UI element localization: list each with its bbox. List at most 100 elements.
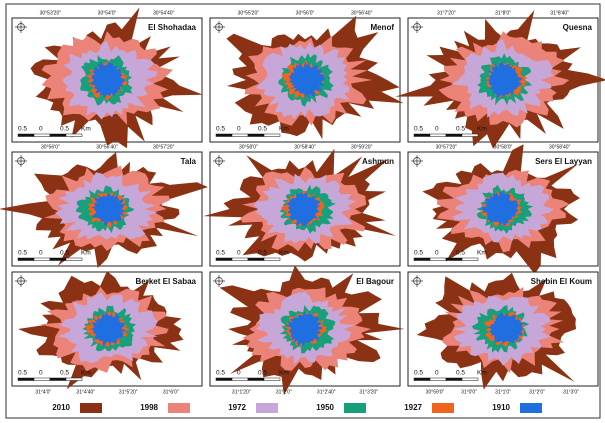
scale-label: 0 xyxy=(39,126,43,133)
scale-bar xyxy=(34,378,50,381)
scale-bar xyxy=(34,258,50,261)
scale-bar xyxy=(232,378,248,381)
coordinate-label: 30°55'20" xyxy=(238,10,260,16)
coordinate-label: 31°8'0" xyxy=(495,10,511,16)
scale-label: 0.5 xyxy=(456,126,465,133)
legend-label: 1972 xyxy=(228,403,246,412)
legend-swatch xyxy=(432,403,454,413)
scale-bar xyxy=(462,378,478,381)
scale-bar xyxy=(430,134,446,137)
panel-title: El Shohadaa xyxy=(148,23,197,32)
scale-label: 0 xyxy=(237,126,241,133)
panel-title: Quesna xyxy=(563,23,593,32)
scale-bar xyxy=(264,134,280,137)
scale-label: 0 xyxy=(435,370,439,377)
scale-label: 0.5 xyxy=(258,370,267,377)
scale-bar xyxy=(216,134,232,137)
scale-bar xyxy=(462,258,478,261)
coordinate-label: 31°8'40" xyxy=(550,10,569,16)
scale-bar xyxy=(248,378,264,381)
scale-bar xyxy=(66,134,82,137)
scale-label: Km xyxy=(81,250,91,257)
scale-bar xyxy=(50,378,66,381)
scale-label: 0.5 xyxy=(18,126,27,133)
scale-label: Km xyxy=(477,126,487,133)
scale-label: 0 xyxy=(237,250,241,257)
coordinate-label: 30°56'0" xyxy=(296,10,315,16)
scale-label: Km xyxy=(279,126,289,133)
scale-label: Km xyxy=(477,370,487,377)
panel-title: Tala xyxy=(181,157,197,166)
coordinate-label: 31°5'20" xyxy=(119,389,138,395)
panel-title: Menof xyxy=(370,23,394,32)
scale-bar xyxy=(430,258,446,261)
coordinate-label: 31°1'20" xyxy=(232,389,251,395)
scale-bar xyxy=(66,378,82,381)
scale-bar xyxy=(216,258,232,261)
legend-label: 1950 xyxy=(316,403,334,412)
scale-bar xyxy=(414,258,430,261)
legend-label: 1927 xyxy=(404,403,422,412)
panel-title: El Bagour xyxy=(356,277,394,286)
coordinate-label: 31°4'40" xyxy=(76,389,95,395)
scale-bar xyxy=(66,258,82,261)
coordinate-label: 31°7'20" xyxy=(437,10,456,16)
coordinate-label: 31°1'0" xyxy=(495,389,511,395)
coordinate-label: 30°58'0" xyxy=(494,144,513,150)
legend-swatch xyxy=(256,403,278,413)
scale-label: 0.5 xyxy=(216,370,225,377)
coordinate-label: 31°2'0" xyxy=(276,389,292,395)
panel-title: Sers El Layyan xyxy=(535,157,592,166)
coordinate-label: 31°0'0" xyxy=(461,389,477,395)
scale-bar xyxy=(50,258,66,261)
scale-label: Km xyxy=(279,250,289,257)
coordinate-label: 31°6'0" xyxy=(163,389,179,395)
scale-bar xyxy=(248,258,264,261)
coordinate-label: 31°2'40" xyxy=(317,389,336,395)
legend-swatch xyxy=(344,403,366,413)
scale-label: 0 xyxy=(39,250,43,257)
scale-label: Km xyxy=(477,250,487,257)
scale-label: Km xyxy=(279,370,289,377)
coordinate-label: 30°57'20" xyxy=(153,144,175,150)
coordinate-label: 31°3'0" xyxy=(563,389,579,395)
coordinate-label: 30°59'0" xyxy=(426,389,445,395)
scale-label: 0.5 xyxy=(456,250,465,257)
figure: El Shohadaa0.500.5Km30°53'20"30°54'0"30°… xyxy=(0,0,605,423)
scale-label: 0.5 xyxy=(414,250,423,257)
map-panel: Berket El Sabaa0.500.5Km31°4'0"31°4'40"3… xyxy=(12,271,202,395)
scale-bar xyxy=(446,378,462,381)
scale-label: 0.5 xyxy=(18,250,27,257)
coordinate-label: 30°54'0" xyxy=(98,10,117,16)
scale-bar xyxy=(50,134,66,137)
scale-bar xyxy=(264,258,280,261)
scale-label: 0.5 xyxy=(258,250,267,257)
scale-bar xyxy=(414,134,430,137)
coordinate-label: 30°58'40" xyxy=(549,144,571,150)
scale-label: 0 xyxy=(237,370,241,377)
scale-label: 0.5 xyxy=(456,370,465,377)
coordinate-label: 31°3'20" xyxy=(359,389,378,395)
coordinate-label: 30°58'40" xyxy=(294,144,316,150)
legend-swatch xyxy=(80,403,102,413)
scale-bar xyxy=(446,258,462,261)
coordinate-label: 30°54'40" xyxy=(153,10,175,16)
scale-bar xyxy=(18,258,34,261)
scale-bar xyxy=(232,134,248,137)
scale-bar xyxy=(216,378,232,381)
scale-label: 0 xyxy=(39,370,43,377)
coordinate-label: 30°57'20" xyxy=(436,144,458,150)
scale-label: 0.5 xyxy=(216,250,225,257)
scale-label: 0.5 xyxy=(18,370,27,377)
legend-label: 1910 xyxy=(492,403,510,412)
scale-label: 0.5 xyxy=(216,126,225,133)
scale-label: Km xyxy=(81,126,91,133)
scale-bar xyxy=(248,134,264,137)
panel-title: Berket El Sabaa xyxy=(136,277,197,286)
map-panel: El Bagour 0.5 0 0.5 Km 31°1'20" 31°2'0" 31°2'40… xyxy=(210,265,404,395)
